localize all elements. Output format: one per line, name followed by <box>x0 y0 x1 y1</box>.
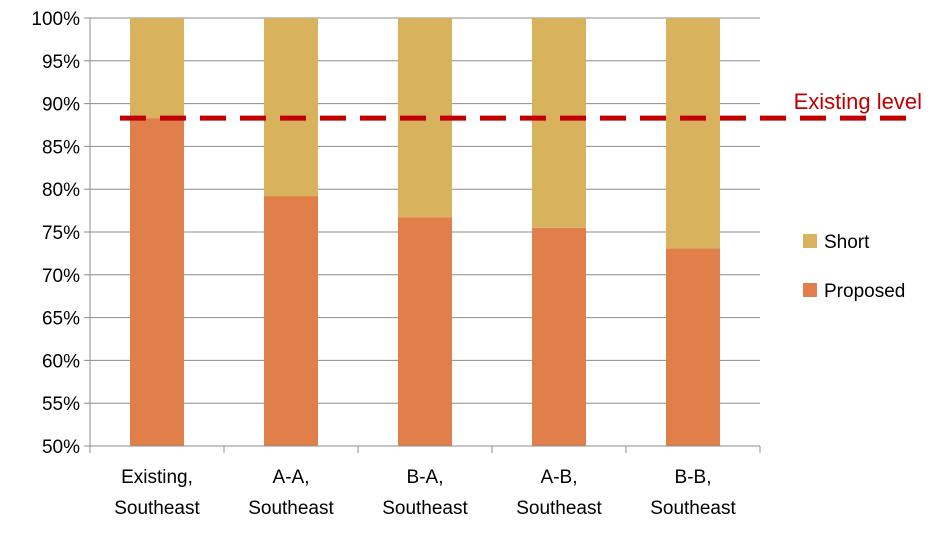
legend-label-short: Short <box>824 232 870 253</box>
y-tick-label: 75% <box>42 223 80 244</box>
existing-level-label: Existing level <box>794 89 922 114</box>
bar-proposed-0 <box>130 118 184 446</box>
x-category-label: B-B, <box>675 467 712 488</box>
x-category-label: Existing, <box>121 467 193 488</box>
y-tick-label: 55% <box>42 394 80 415</box>
y-tick-label: 85% <box>42 137 80 158</box>
x-category-label: Southeast <box>650 498 736 519</box>
bar-short-3 <box>532 18 586 228</box>
reference-line-group: Existing level <box>120 89 922 121</box>
bar-proposed-4 <box>666 248 720 446</box>
y-tick-label: 60% <box>42 351 80 372</box>
axes <box>84 17 761 453</box>
x-category-label: A-A, <box>273 467 310 488</box>
bar-proposed-3 <box>532 227 586 446</box>
y-tick-label: 80% <box>42 180 80 201</box>
legend-swatch-short <box>803 234 817 248</box>
y-tick-label: 65% <box>42 309 80 330</box>
y-tick-labels: 50% 55% 60% 65% 70% 75% 80% 85% 90% 95% 100% <box>31 9 80 458</box>
x-category-label: Southeast <box>382 498 468 519</box>
y-tick-label: 95% <box>42 52 80 73</box>
y-tick-label: 90% <box>42 95 80 116</box>
x-category-label: Southeast <box>114 498 200 519</box>
bar-proposed-1 <box>264 196 318 446</box>
bar-short-1 <box>264 18 318 197</box>
y-tick-label: 100% <box>31 9 80 30</box>
y-tick-label: 50% <box>42 437 80 458</box>
x-category-label: B-A, <box>407 467 444 488</box>
bar-proposed-2 <box>398 217 452 446</box>
legend-swatch-proposed <box>803 283 817 297</box>
x-tick-labels: Existing, Southeast A-A, Southeast B-A, South… <box>114 467 736 519</box>
bars <box>130 18 720 446</box>
legend: Short Proposed <box>803 232 905 302</box>
x-category-label: Southeast <box>248 498 334 519</box>
bar-short-4 <box>666 18 720 249</box>
bar-short-0 <box>130 18 184 119</box>
x-category-label: A-B, <box>541 467 578 488</box>
y-tick-label: 70% <box>42 266 80 287</box>
x-category-label: Southeast <box>516 498 602 519</box>
legend-label-proposed: Proposed <box>824 281 905 302</box>
